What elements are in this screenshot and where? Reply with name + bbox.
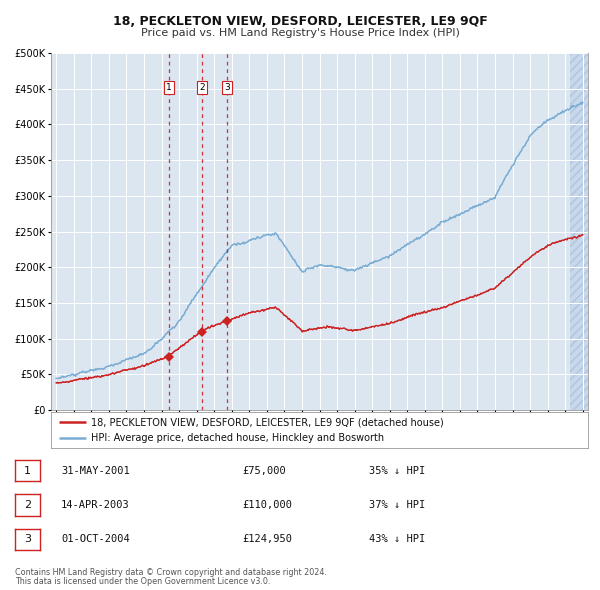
Text: 3: 3 [24, 535, 31, 544]
Text: 1: 1 [24, 466, 31, 476]
Text: 01-OCT-2004: 01-OCT-2004 [61, 535, 130, 544]
Text: 2: 2 [199, 83, 205, 92]
Text: Contains HM Land Registry data © Crown copyright and database right 2024.: Contains HM Land Registry data © Crown c… [15, 568, 327, 577]
Text: 1: 1 [166, 83, 172, 92]
Text: 35% ↓ HPI: 35% ↓ HPI [369, 466, 425, 476]
Text: This data is licensed under the Open Government Licence v3.0.: This data is licensed under the Open Gov… [15, 577, 271, 586]
Text: 14-APR-2003: 14-APR-2003 [61, 500, 130, 510]
Text: £124,950: £124,950 [242, 535, 292, 544]
Bar [571, 53, 597, 410]
Text: £110,000: £110,000 [242, 500, 292, 510]
Text: 18, PECKLETON VIEW, DESFORD, LEICESTER, LE9 9QF: 18, PECKLETON VIEW, DESFORD, LEICESTER, … [113, 15, 487, 28]
Text: 37% ↓ HPI: 37% ↓ HPI [369, 500, 425, 510]
Text: HPI: Average price, detached house, Hinckley and Bosworth: HPI: Average price, detached house, Hinc… [91, 433, 385, 443]
Text: 2: 2 [24, 500, 31, 510]
Text: 18, PECKLETON VIEW, DESFORD, LEICESTER, LE9 9QF (detached house): 18, PECKLETON VIEW, DESFORD, LEICESTER, … [91, 417, 444, 427]
Text: 31-MAY-2001: 31-MAY-2001 [61, 466, 130, 476]
Text: Price paid vs. HM Land Registry's House Price Index (HPI): Price paid vs. HM Land Registry's House … [140, 28, 460, 38]
Text: 43% ↓ HPI: 43% ↓ HPI [369, 535, 425, 544]
Text: 3: 3 [224, 83, 230, 92]
Text: £75,000: £75,000 [242, 466, 286, 476]
